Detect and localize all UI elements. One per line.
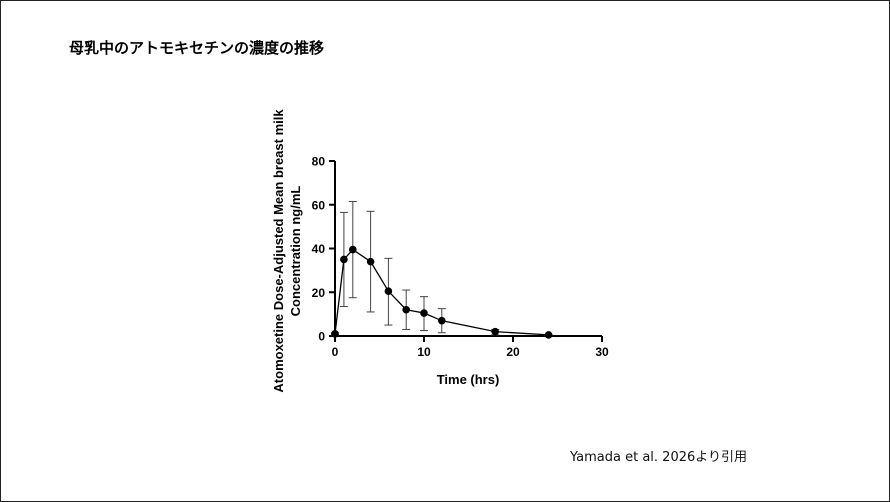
x-tick-label: 0 xyxy=(332,345,339,359)
error-bars xyxy=(331,200,553,337)
y-axis-label-line1: Atomoxetine Dose-Adjusted Mean breast mi… xyxy=(271,109,286,393)
chart-axes xyxy=(329,160,603,342)
y-tick-label: 60 xyxy=(312,198,326,212)
y-tick-label: 40 xyxy=(312,242,326,256)
data-point xyxy=(349,245,357,254)
y-tick-label: 0 xyxy=(318,330,325,344)
y-tick-label: 80 xyxy=(312,155,326,169)
x-tick-label: 20 xyxy=(506,345,520,359)
data-point xyxy=(340,255,348,264)
y-axis-label-line2: Concentration ng/mL xyxy=(288,186,303,317)
data-point xyxy=(420,309,428,317)
data-point xyxy=(402,305,411,314)
citation-text: Yamada et al. 2026より引用 xyxy=(570,450,747,465)
data-point xyxy=(438,316,446,325)
data-point xyxy=(366,257,375,266)
y-tick-label: 20 xyxy=(312,286,326,300)
series-line xyxy=(334,248,549,336)
tick-labels: 0 20 40 60 80 0 10 20 30 xyxy=(312,155,609,360)
slide-title: 母乳中のアトモキセチンの濃度の推移 xyxy=(69,39,325,57)
data-point xyxy=(331,330,339,338)
data-point xyxy=(491,327,500,336)
data-point xyxy=(384,287,393,295)
data-point xyxy=(544,331,553,339)
x-axis-label: Time (hrs) xyxy=(437,372,500,387)
x-tick-label: 30 xyxy=(595,345,609,359)
x-tick-label: 10 xyxy=(417,345,431,359)
data-series xyxy=(331,245,553,339)
